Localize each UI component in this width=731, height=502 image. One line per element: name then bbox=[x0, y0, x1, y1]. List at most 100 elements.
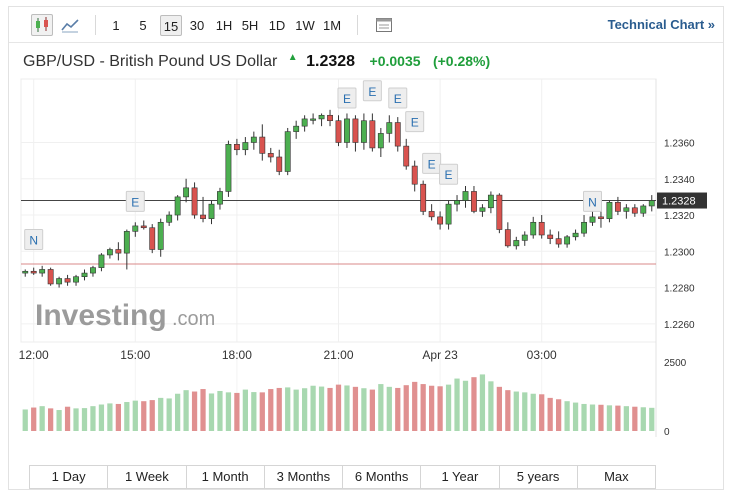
y-tick-label-5: 1.2260 bbox=[664, 320, 695, 331]
volume-bar bbox=[242, 389, 248, 431]
volume-bar bbox=[623, 406, 629, 431]
volume-bar bbox=[522, 392, 528, 431]
volume-bar bbox=[412, 381, 418, 431]
instrument-name: GBP/USD - British Pound US Dollar bbox=[23, 53, 278, 70]
candle-body bbox=[352, 118, 359, 143]
range-6-months-button[interactable]: 6 Months bbox=[343, 466, 422, 488]
candle-body bbox=[191, 187, 198, 216]
volume-bar bbox=[403, 385, 409, 431]
technical-chart-link[interactable]: Technical Chart » bbox=[607, 17, 715, 32]
volume-bar bbox=[310, 385, 316, 431]
candle-body bbox=[454, 200, 460, 205]
candle-body bbox=[572, 232, 579, 238]
event-marker-0 bbox=[24, 228, 44, 250]
volume-bar bbox=[149, 400, 155, 431]
range-1-month-button[interactable]: 1 Month bbox=[187, 466, 265, 488]
candle-body bbox=[225, 143, 232, 192]
volume-bar bbox=[81, 408, 88, 431]
timeframe-30-button[interactable]: 30 bbox=[189, 18, 205, 33]
volume-bar bbox=[335, 384, 342, 431]
timeframe-1-button[interactable]: 1 bbox=[112, 18, 120, 33]
event-marker-4 bbox=[388, 87, 408, 109]
candle-body bbox=[369, 120, 376, 149]
event-marker-label-5: E bbox=[411, 116, 419, 130]
volume-bar bbox=[251, 392, 257, 431]
candle-body bbox=[98, 254, 105, 268]
volume-bar bbox=[649, 407, 655, 431]
x-tick-label-3: 21:00 bbox=[323, 348, 353, 362]
candle-body bbox=[293, 125, 300, 132]
candle-body bbox=[259, 136, 266, 154]
range-3-months-button[interactable]: 3 Months bbox=[265, 466, 343, 488]
timeframe-5-button[interactable]: 5 bbox=[139, 18, 147, 33]
candle-body bbox=[115, 249, 122, 254]
timeframe-1m-button[interactable]: 1M bbox=[322, 18, 342, 33]
volume-bar bbox=[107, 403, 113, 431]
event-marker-label-2: E bbox=[343, 92, 351, 106]
volume-bar bbox=[132, 400, 138, 431]
price-chart[interactable]: 1.2360 1.2340 1.2320 1.2300 1.2280 1.2260 12:0… bbox=[9, 7, 725, 491]
y-tick-label-1: 1.2340 bbox=[664, 175, 695, 186]
volume-bar bbox=[640, 407, 646, 431]
chart-toolbar: 1 5 15 30 1H 5H 1D 1W 1M Technical Chart… bbox=[9, 7, 723, 43]
candle-body bbox=[22, 270, 29, 274]
candle-body bbox=[335, 120, 342, 143]
candle-body bbox=[640, 205, 647, 214]
candle-body bbox=[64, 278, 71, 283]
volume-bar bbox=[437, 386, 443, 431]
candle-body bbox=[30, 270, 37, 274]
event-marker-6 bbox=[422, 152, 442, 174]
calendar-icon[interactable] bbox=[373, 14, 395, 36]
chart-widget: 1 5 15 30 1H 5H 1D 1W 1M Technical Chart… bbox=[8, 6, 724, 490]
candle-body bbox=[487, 194, 494, 209]
event-marker-8 bbox=[583, 190, 602, 212]
timeframe-15-button[interactable]: 15 bbox=[160, 15, 182, 36]
candle-body bbox=[344, 118, 350, 143]
event-marker-label-0: N bbox=[29, 233, 38, 247]
candle-body bbox=[276, 156, 283, 172]
candle-body bbox=[106, 249, 113, 256]
timeframe-1w-button[interactable]: 1W bbox=[295, 18, 315, 33]
volume-bar bbox=[191, 391, 198, 431]
line-chart-icon[interactable] bbox=[59, 14, 81, 36]
y-tick-label-2: 1.2320 bbox=[664, 211, 695, 222]
price-change-percent: (+0.28%) bbox=[432, 53, 491, 69]
range-1-week-button[interactable]: 1 Week bbox=[108, 466, 187, 488]
range-1-day-button[interactable]: 1 Day bbox=[30, 466, 109, 488]
candle-body bbox=[606, 202, 613, 219]
y-tick-label-4: 1.2280 bbox=[664, 284, 695, 295]
volume-bar bbox=[395, 387, 401, 431]
candle-body bbox=[250, 136, 257, 143]
event-marker-2 bbox=[337, 87, 357, 109]
x-tick-label-1: 15:00 bbox=[120, 348, 150, 362]
candlestick-icon[interactable] bbox=[31, 14, 53, 36]
range-1-year-button[interactable]: 1 Year bbox=[421, 466, 500, 488]
candle-body bbox=[208, 203, 215, 219]
x-tick-label-2: 18:00 bbox=[222, 348, 252, 362]
candle-body bbox=[73, 276, 79, 283]
volume-bar bbox=[22, 409, 28, 431]
timeframe-1d-button[interactable]: 1D bbox=[268, 18, 286, 33]
candle-body bbox=[479, 207, 486, 212]
volume-bar bbox=[632, 406, 638, 431]
candle-body bbox=[123, 231, 130, 254]
candle-body bbox=[233, 143, 240, 151]
volume-bar bbox=[200, 389, 206, 431]
event-marker-label-8: N bbox=[588, 195, 597, 209]
range-5-years-button[interactable]: 5 years bbox=[500, 466, 578, 488]
event-marker-label-6: E bbox=[428, 157, 436, 171]
event-marker-5 bbox=[405, 111, 425, 133]
candle-body bbox=[598, 216, 604, 219]
timeframe-1h-button[interactable]: 1H bbox=[215, 18, 233, 33]
range-max-button[interactable]: Max bbox=[604, 469, 629, 484]
timeframe-5h-button[interactable]: 5H bbox=[241, 18, 259, 33]
candle-body bbox=[631, 207, 638, 214]
volume-bar bbox=[302, 388, 308, 431]
volume-bar bbox=[598, 404, 604, 431]
y-tick-label-3: 1.2300 bbox=[664, 247, 695, 258]
volume-bar bbox=[98, 404, 105, 431]
instrument-header: GBP/USD - British Pound US Dollar ▲ 1.23… bbox=[23, 52, 491, 71]
candle-body bbox=[437, 216, 444, 225]
volume-bar bbox=[589, 404, 596, 431]
candle-body bbox=[564, 236, 571, 245]
